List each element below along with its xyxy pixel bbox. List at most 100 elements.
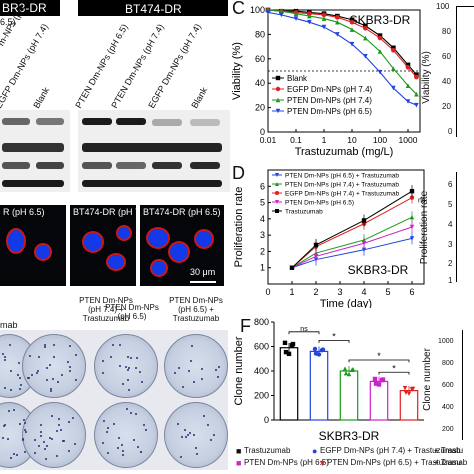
bar: [279, 347, 299, 421]
colony-dot: [128, 366, 131, 369]
data-point: [363, 23, 368, 29]
colony-dot: [3, 355, 6, 358]
right-tick: 0: [448, 127, 453, 136]
data-point: [289, 343, 295, 348]
colony-dot: [68, 365, 71, 368]
y-tick-label: 5: [260, 198, 265, 208]
colony-dot: [189, 432, 192, 435]
colony-dot: [101, 359, 104, 362]
data-point: [405, 62, 411, 68]
colony-dot: [74, 354, 77, 357]
data-point: [307, 13, 312, 19]
western-blot-panel: BR3-DR BT474-DR 6.5) m-NPs (pH 7.4) EGFP…: [0, 0, 230, 192]
clone-legend: ■ Trastuzumab ● EGFP Dm-NPs (pH 7.4) + T…: [236, 446, 474, 474]
data-point: [342, 366, 348, 371]
colony-dot: [42, 441, 45, 444]
colony-dot: [50, 387, 53, 390]
y-tick-label: 6: [260, 181, 265, 191]
data-point: [409, 195, 415, 200]
colony-dot: [119, 365, 122, 368]
data-point: [343, 371, 349, 376]
right-tick: 6: [448, 180, 453, 189]
colony-dot: [63, 440, 66, 443]
panel-letter-f: F: [240, 316, 251, 336]
colony-dot: [4, 358, 7, 361]
blot-header-left: BR3-DR: [0, 0, 60, 16]
x-tick-label: 3: [337, 287, 342, 297]
plot-frame: [267, 169, 425, 285]
colony-dot: [136, 445, 139, 448]
data-point: [363, 35, 368, 41]
colony-dot: [30, 373, 33, 376]
significance-label: ns: [300, 326, 308, 333]
colony-dot: [24, 429, 27, 432]
data-point: [279, 12, 284, 18]
colony-dot: [178, 367, 181, 370]
legend-label: PTEN Dm-NPs (pH 7.4): [287, 96, 372, 105]
colony-dot: [52, 344, 55, 347]
right-tick: 20: [442, 102, 451, 111]
data-point: [409, 188, 415, 194]
data-point: [275, 200, 279, 204]
series-line: [267, 11, 417, 106]
data-point: [265, 10, 271, 15]
legend-label: PTEN Dm-NPs (pH 6.5) + Trastuzumab: [285, 173, 399, 180]
colony-dot: [38, 356, 41, 359]
right-tick: 1000: [438, 338, 454, 345]
cell: [152, 261, 166, 275]
y-tick-label: 80: [255, 29, 265, 39]
legend-marker: ■: [236, 446, 242, 456]
x-tick-label: 1000: [399, 135, 418, 145]
blot-gap: [70, 110, 78, 192]
y-tick-label: 600: [254, 342, 269, 352]
data-point: [335, 15, 340, 20]
colony-dot: [117, 436, 120, 439]
data-point: [349, 17, 355, 23]
colony-dot: [209, 439, 212, 442]
colony-dot: [103, 420, 106, 423]
cell: [108, 255, 124, 269]
blot-header-right-label: BT474-DR: [125, 2, 182, 16]
colony-dot: [2, 425, 5, 428]
y-tick-label: 400: [254, 366, 269, 376]
colony-dot: [195, 453, 198, 456]
colony-dot: [10, 456, 13, 459]
data-point: [313, 351, 319, 356]
colony-dot: [180, 455, 183, 458]
colony-dot: [216, 376, 219, 379]
colony-dot: [61, 374, 64, 377]
data-point: [313, 254, 319, 259]
x-tick-label: 0: [265, 287, 270, 297]
colony-dot: [49, 437, 52, 440]
bar: [369, 380, 389, 421]
data-point: [405, 83, 411, 88]
data-point: [406, 391, 412, 396]
data-point: [275, 97, 281, 103]
data-point: [293, 11, 299, 16]
colony-dot: [10, 370, 13, 373]
clone-dish: [164, 402, 228, 468]
colony-dot: [19, 422, 22, 425]
y-axis-label: Viability (%): [231, 42, 243, 100]
blot-lane-label: Blank: [31, 85, 52, 110]
colony-dot: [139, 371, 142, 374]
legend-item: EGFP Dm-NPs (pH 7.4) + Trastuzumab: [320, 446, 461, 455]
x-tick-label: 6: [409, 287, 414, 297]
colony-dot: [19, 383, 22, 386]
data-point: [275, 191, 279, 195]
blot-band: [36, 162, 64, 169]
data-point: [405, 99, 411, 104]
data-point: [349, 19, 355, 25]
legend-marker: ▼: [318, 458, 327, 468]
colony-dot: [21, 439, 24, 442]
colony-dot: [44, 458, 47, 461]
colony-dot: [200, 368, 203, 371]
colony-dot: [176, 422, 179, 425]
colony-dot: [142, 423, 145, 426]
colony-dot: [1, 436, 4, 439]
data-point: [349, 367, 355, 372]
scale-bar: [190, 281, 216, 283]
blot-band: [2, 180, 64, 187]
colony-dot: [190, 344, 193, 347]
series-line: [267, 9, 417, 78]
